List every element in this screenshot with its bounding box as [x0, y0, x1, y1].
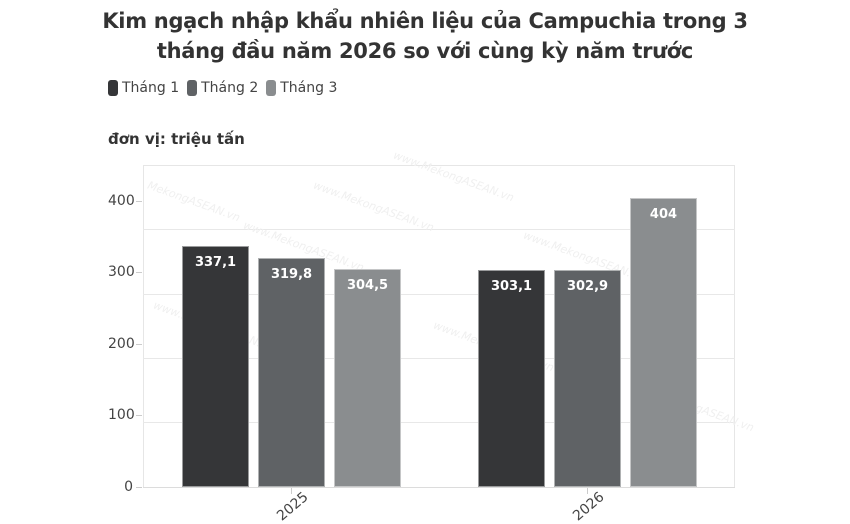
y-tick-mark — [136, 415, 142, 416]
legend-swatch — [266, 80, 277, 96]
gridline — [143, 422, 735, 423]
y-tick-mark — [136, 344, 142, 345]
y-tick-label: 200 — [108, 336, 135, 352]
unit-label: đơn vị: triệu tấn — [108, 130, 245, 148]
legend-swatch — [108, 80, 118, 96]
x-tick-mark — [291, 488, 292, 494]
y-tick-label: 400 — [108, 193, 135, 209]
bar-2026-thang-2[interactable]: 302,9 — [554, 270, 621, 487]
bar-2026-thang-1[interactable]: 303,1 — [478, 270, 545, 487]
legend-item-thang-2[interactable]: Tháng 2 — [187, 80, 258, 96]
chart-title: Kim ngạch nhập khẩu nhiên liệu của Campu… — [102, 9, 748, 63]
y-tick-label: 100 — [108, 407, 135, 423]
x-axis-line — [143, 487, 735, 488]
gridline — [143, 229, 735, 230]
legend-item-thang-1[interactable]: Tháng 1 — [108, 80, 179, 96]
bar-2026-thang-3[interactable]: 404 — [630, 198, 697, 487]
gridline — [143, 294, 735, 295]
legend-swatch — [187, 80, 198, 96]
y-tick-label: 300 — [108, 264, 135, 280]
y-tick-mark — [136, 487, 142, 488]
bar-2025-thang-3[interactable]: 304,5 — [334, 269, 401, 487]
y-tick-mark — [136, 201, 142, 202]
x-tick-label-2026: 2026 — [570, 489, 608, 524]
y-tick-label: 0 — [124, 479, 133, 495]
plot-area — [143, 165, 735, 487]
legend: Tháng 1 Tháng 2 Tháng 3 — [108, 80, 337, 96]
gridline — [143, 358, 735, 359]
x-tick-label-2025: 2025 — [274, 489, 312, 524]
x-tick-mark — [587, 488, 588, 494]
y-tick-mark — [136, 272, 142, 273]
bar-2025-thang-1[interactable]: 337,1 — [182, 246, 249, 487]
legend-item-thang-3[interactable]: Tháng 3 — [266, 80, 337, 96]
bar-2025-thang-2[interactable]: 319,8 — [258, 258, 325, 487]
